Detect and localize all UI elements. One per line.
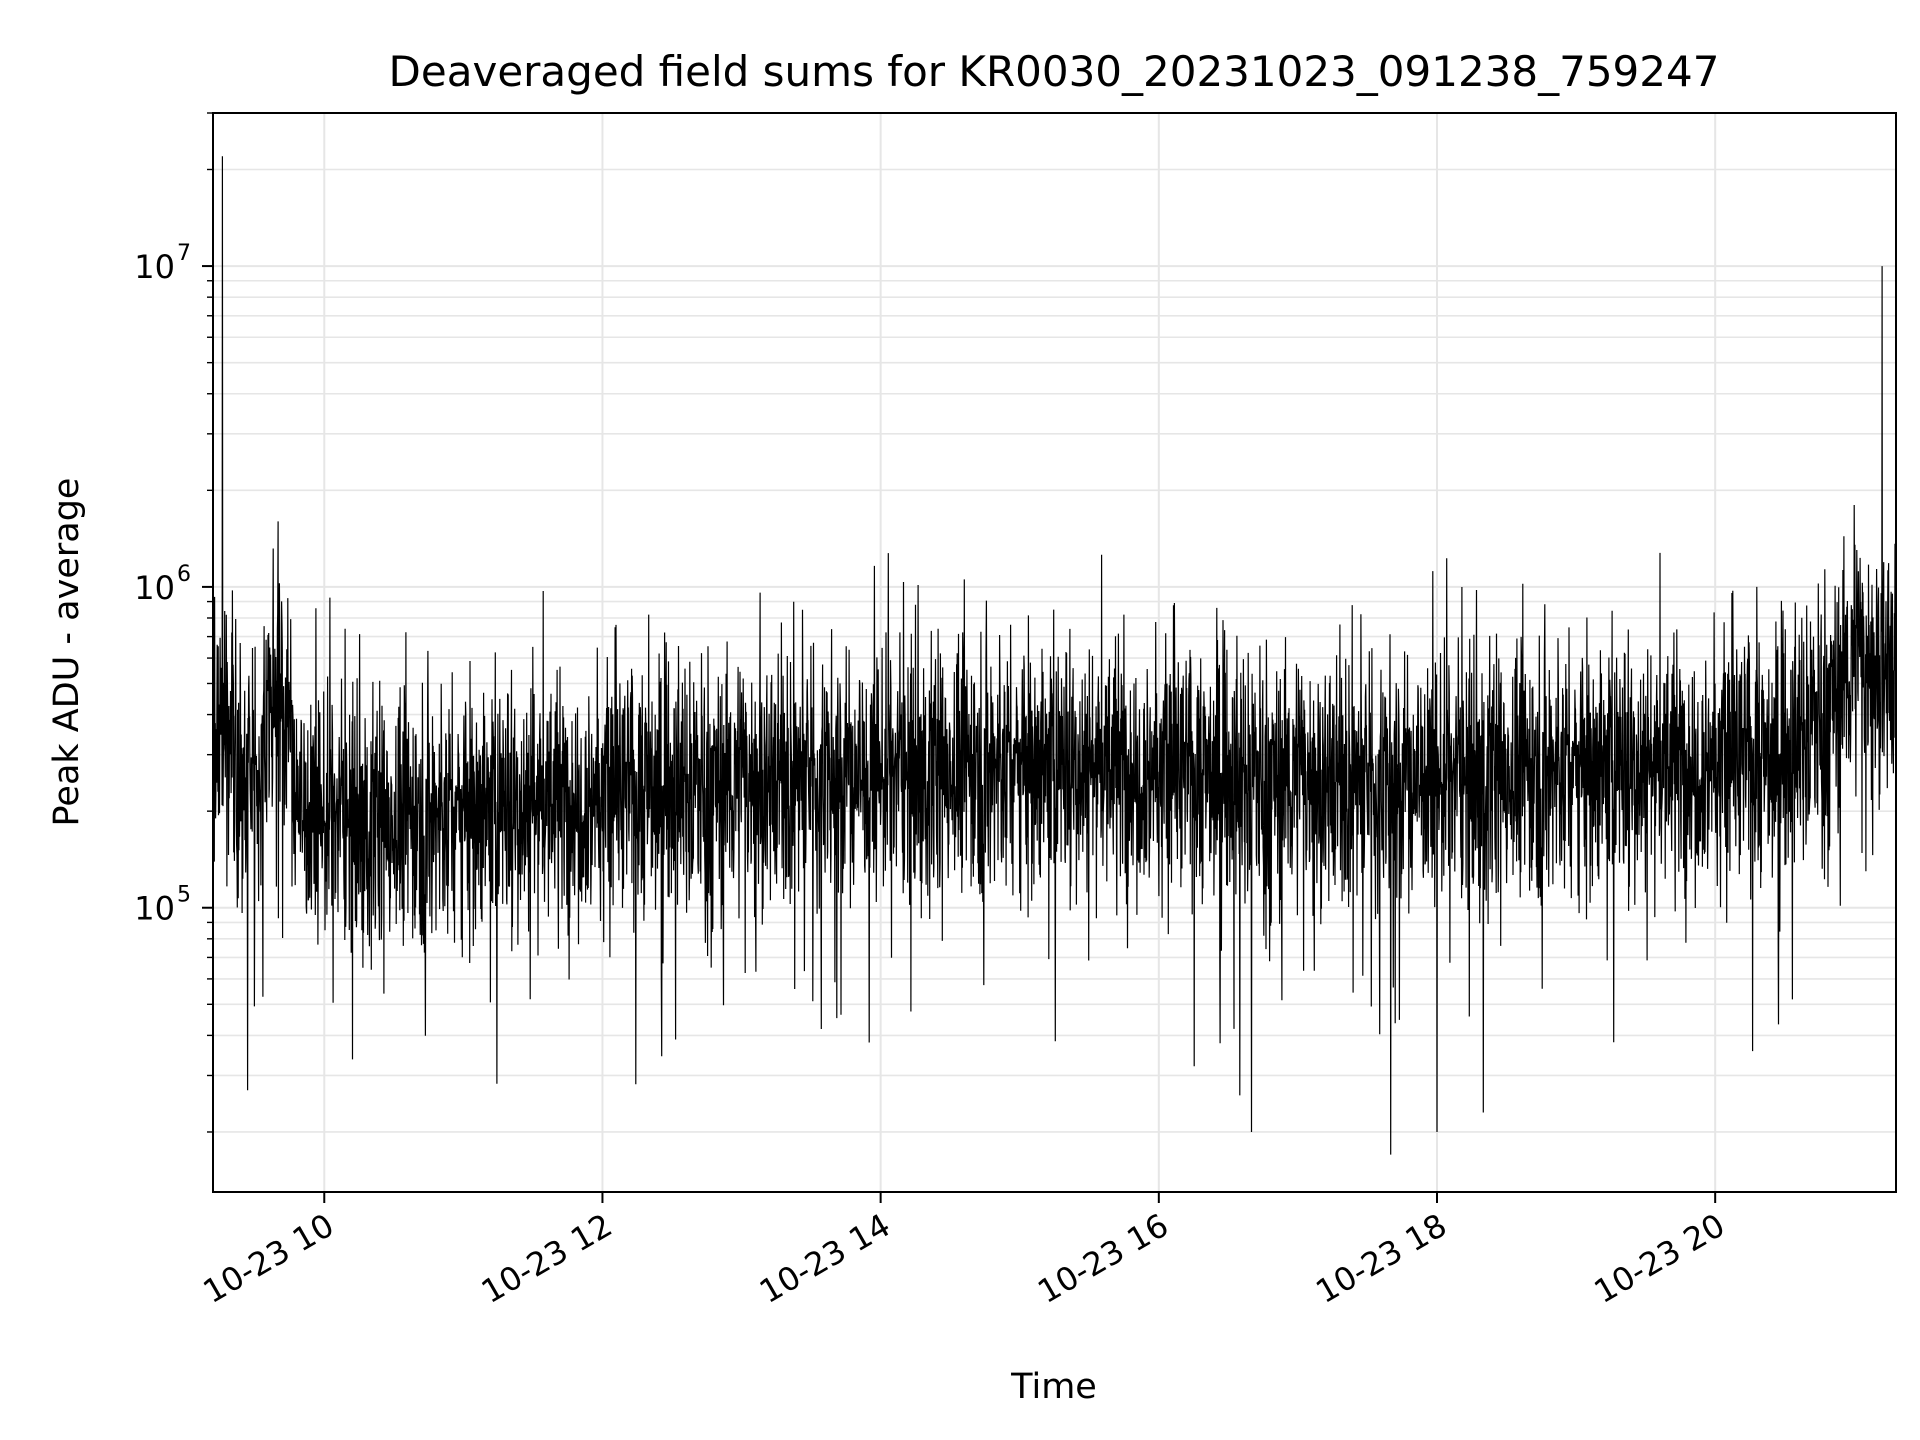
x-tick-label: 10-23 18 (1309, 1206, 1453, 1311)
y-tick-label: 10 (134, 569, 175, 607)
y-tick-exponent: 7 (177, 241, 191, 266)
chart-title: Deaveraged field sums for KR0030_2023102… (389, 47, 1720, 96)
y-tick-label: 10 (134, 890, 175, 928)
grid (213, 112, 1896, 1192)
plot-frame (212, 112, 1897, 1193)
x-tick-label: 10-23 20 (1588, 1206, 1732, 1311)
x-tick-label: 10-23 14 (753, 1206, 897, 1311)
y-tick-exponent: 5 (177, 883, 191, 908)
x-tick-label: 10-23 10 (197, 1206, 341, 1311)
x-axis: 10-23 10 10-23 12 10-23 14 10-23 16 10-23 18… (197, 1192, 1732, 1311)
series-line (213, 156, 1896, 1155)
x-tick-label: 10-23 16 (1031, 1206, 1175, 1311)
y-tick-exponent: 6 (177, 562, 191, 587)
y-tick-label: 10 (134, 248, 175, 286)
y-axis-label: Peak ADU - average (47, 478, 87, 827)
x-axis-label: Time (1010, 1367, 1097, 1407)
x-tick-label: 10-23 12 (475, 1206, 619, 1311)
plot-area (212, 112, 1897, 1193)
